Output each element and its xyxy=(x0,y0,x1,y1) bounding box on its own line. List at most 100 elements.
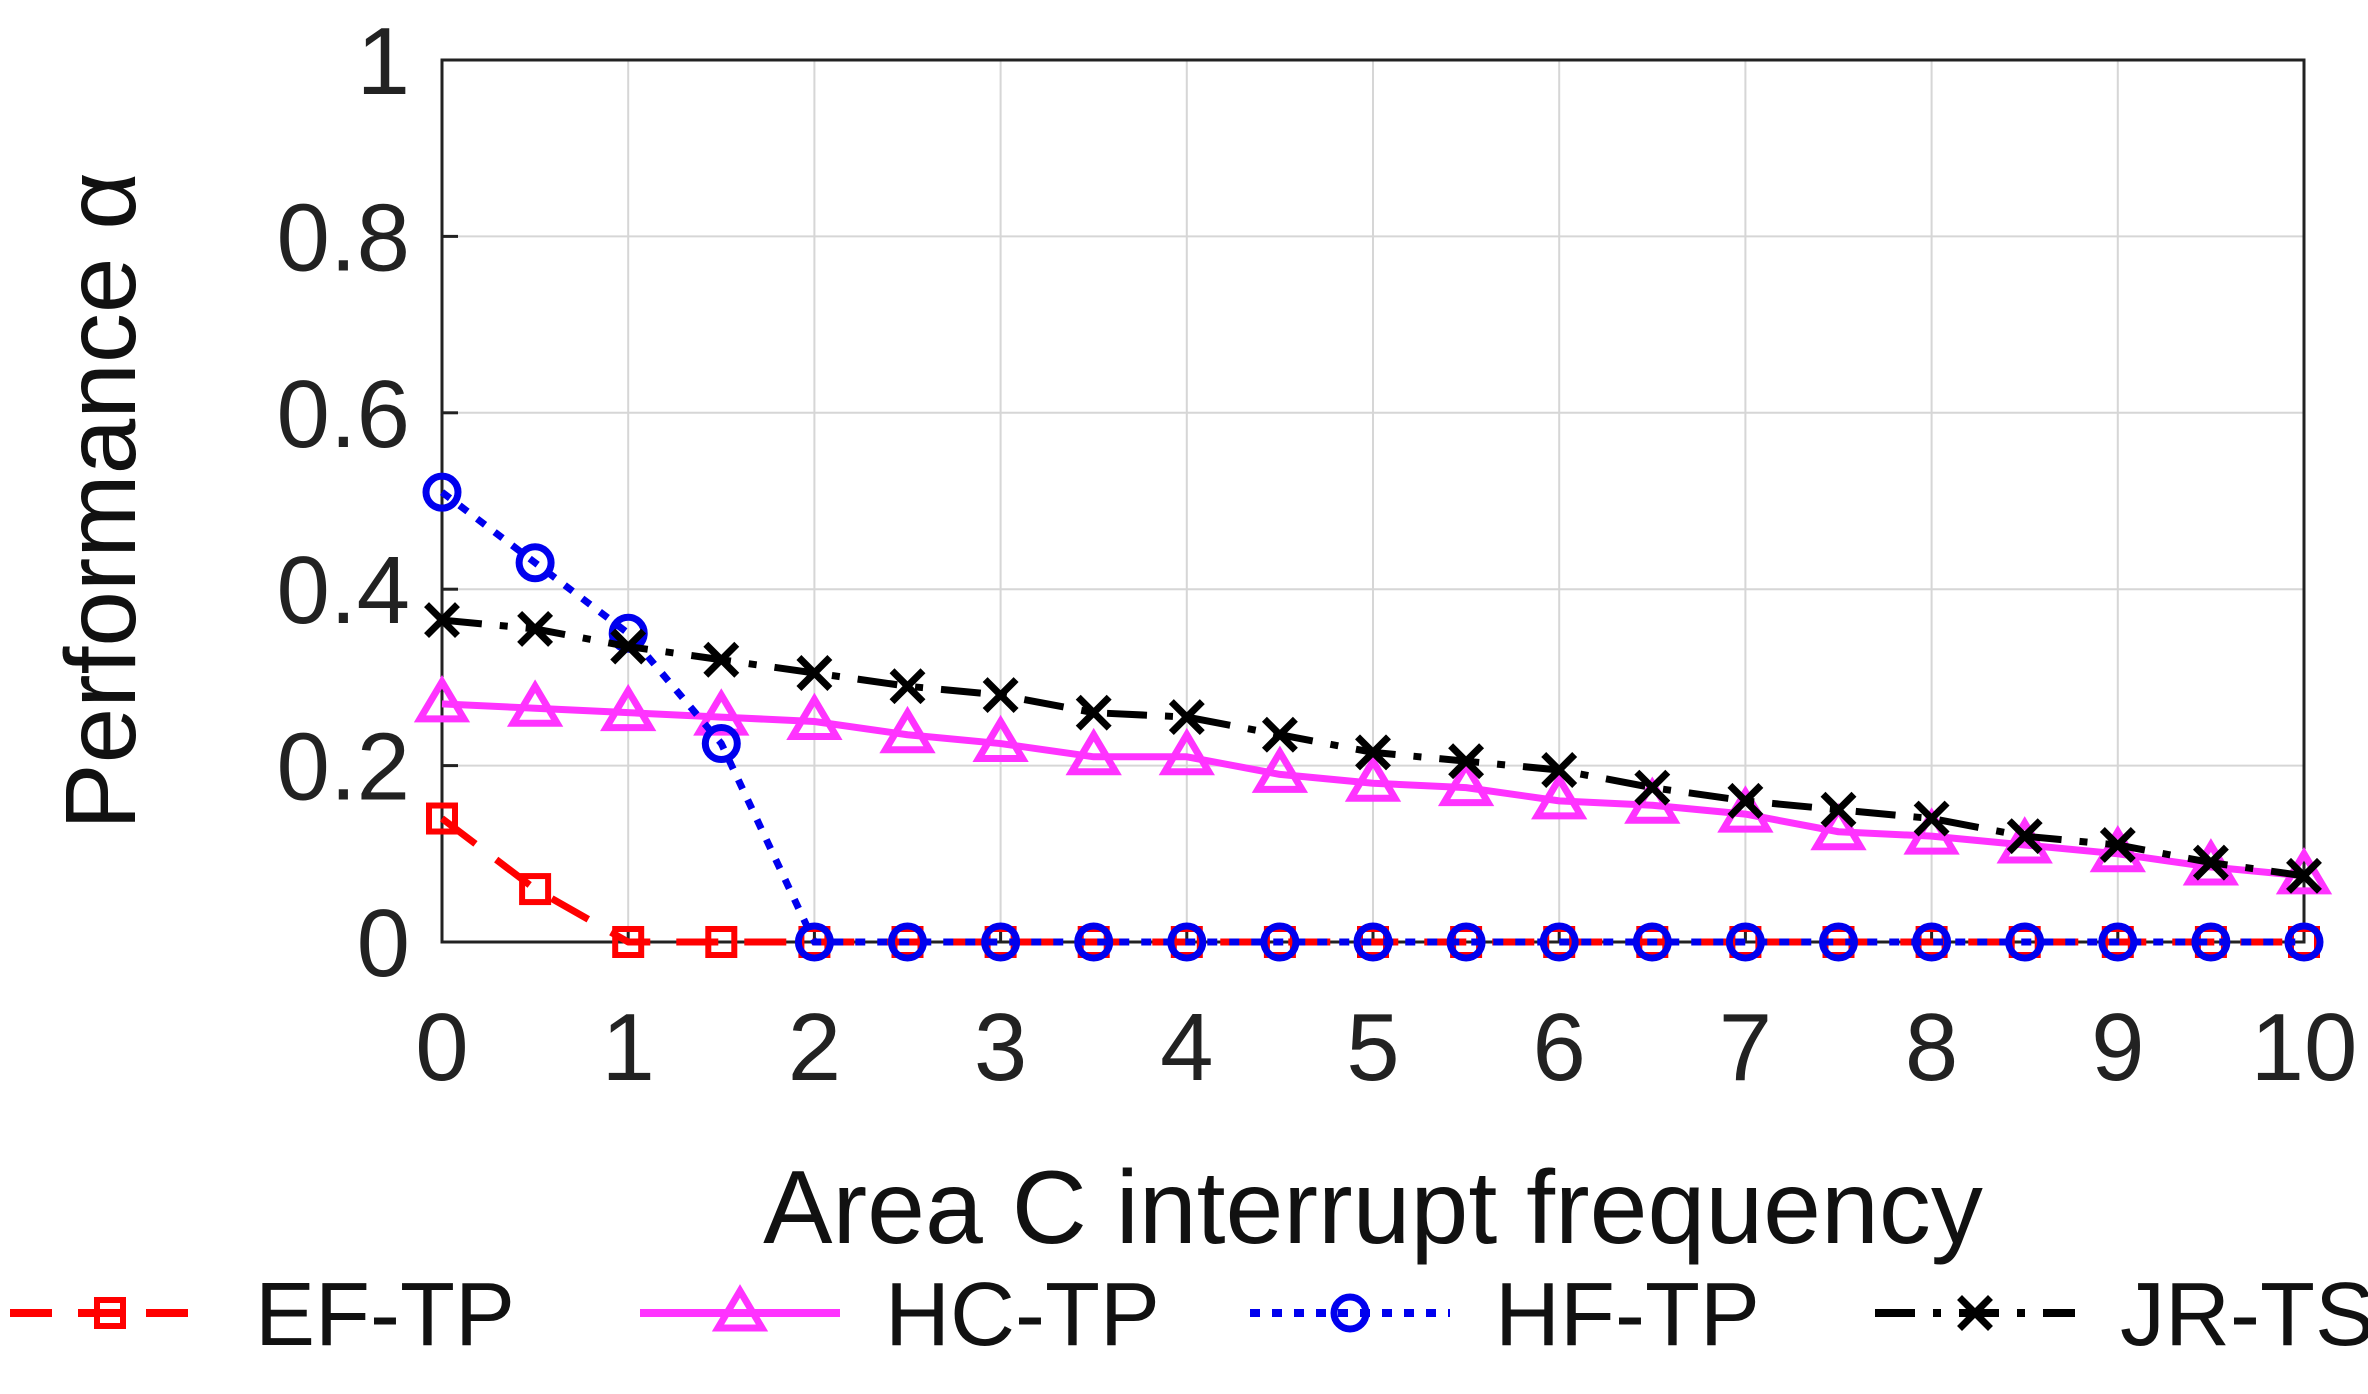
x-tick-label: 1 xyxy=(602,994,655,1101)
data-point-ef-tp xyxy=(426,802,458,835)
data-point-hf-tp xyxy=(1074,922,1114,962)
data-point-hc-tp xyxy=(1810,802,1867,851)
data-point-jr-ts xyxy=(2286,857,2322,894)
data-point-jr-ts xyxy=(424,602,460,639)
x-tick-label: 7 xyxy=(1719,994,1772,1101)
x-tick-label: 9 xyxy=(2091,994,2144,1101)
data-point-jr-ts xyxy=(1261,716,1298,753)
data-point-hf-tp xyxy=(2191,922,2231,962)
legend-item-ef-tp: EF-TP xyxy=(10,1265,515,1365)
data-point-jr-ts xyxy=(1075,694,1112,731)
data-point-hf-tp xyxy=(1167,922,1207,962)
data-point-hc-tp xyxy=(1065,727,1122,776)
series-hf-tp xyxy=(422,472,2324,962)
data-point-hf-tp xyxy=(1725,922,1765,962)
data-point-hf-tp xyxy=(794,922,834,962)
data-point-hf-tp xyxy=(981,922,1021,962)
data-point-hc-tp xyxy=(506,679,564,727)
y-tick-label: 0 xyxy=(357,890,410,997)
grid-lines xyxy=(440,58,2306,944)
series-line-hc-tp xyxy=(441,700,2305,880)
data-point-hc-tp xyxy=(1437,758,1495,807)
data-point-hf-tp xyxy=(2098,922,2138,962)
data-point-jr-ts xyxy=(1634,769,1671,806)
data-point-hc-tp xyxy=(1251,745,1309,793)
legend-item-hc-tp: HC-TP xyxy=(640,1265,1160,1365)
data-point-hc-tp xyxy=(1531,772,1588,820)
y-tick-label: 0.4 xyxy=(277,537,410,644)
legend-label-hc-tp: HC-TP xyxy=(885,1265,1160,1365)
legend-marker-hf-tp xyxy=(1330,1293,1370,1333)
legend-marker-ef-tp xyxy=(94,1297,126,1329)
data-point-jr-ts xyxy=(1820,791,1857,828)
data-point-hc-tp xyxy=(413,675,471,723)
legend-label-ef-tp: EF-TP xyxy=(255,1265,515,1365)
data-point-jr-ts xyxy=(889,668,926,705)
series-line-ef-tp xyxy=(439,815,2304,946)
data-point-hc-tp xyxy=(693,688,750,736)
data-point-hf-tp xyxy=(701,724,741,764)
x-tick-labels: 0 1 2 3 4 5 6 7 8 9 10 xyxy=(415,994,2357,1101)
y-tick-label: 0.2 xyxy=(277,714,410,821)
data-point-jr-ts xyxy=(1448,743,1485,780)
y-tick-label: 1 xyxy=(357,8,410,115)
data-point-hc-tp xyxy=(786,692,843,740)
data-point-jr-ts xyxy=(1727,782,1764,819)
y-tick-label: 0.8 xyxy=(277,184,410,291)
legend-marker-hc-tp xyxy=(711,1284,769,1332)
data-point-hf-tp xyxy=(1912,922,1952,962)
legend-item-jr-ts: JR-TS xyxy=(1875,1265,2368,1365)
y-tick-label: 0.6 xyxy=(277,361,410,468)
series-jr-ts xyxy=(424,602,2322,894)
x-tick-label: 5 xyxy=(1346,994,1399,1101)
x-tick-label: 2 xyxy=(788,994,841,1101)
data-point-jr-ts xyxy=(2099,827,2136,863)
data-point-hf-tp xyxy=(2284,922,2324,962)
data-point-hc-tp xyxy=(879,705,936,754)
x-tick-label: 10 xyxy=(2251,994,2358,1101)
x-tick-label: 3 xyxy=(974,994,1027,1101)
x-tick-label: 6 xyxy=(1533,994,1586,1101)
y-axis-label: Performance α xyxy=(45,172,157,830)
data-point-hc-tp xyxy=(600,683,657,732)
data-point-ef-tp xyxy=(705,926,738,958)
data-point-jr-ts xyxy=(2006,818,2043,855)
data-point-jr-ts xyxy=(796,655,833,691)
data-point-ef-tp xyxy=(519,873,552,906)
legend-label-jr-ts: JR-TS xyxy=(2120,1265,2368,1365)
data-point-jr-ts xyxy=(1913,800,1950,837)
legend-item-hf-tp: HF-TP xyxy=(1250,1265,1760,1365)
x-tick-label: 8 xyxy=(1905,994,1958,1101)
data-point-hc-tp xyxy=(1158,727,1215,776)
data-point-jr-ts xyxy=(703,641,740,678)
x-axis-label: Area C interrupt frequency xyxy=(763,1150,1983,1266)
data-point-hf-tp xyxy=(1446,922,1486,962)
data-point-hf-tp xyxy=(1260,922,1300,962)
legend-marker-jr-ts xyxy=(1957,1295,1993,1331)
x-tick-label: 4 xyxy=(1160,994,1213,1101)
data-point-jr-ts xyxy=(517,610,554,647)
data-point-hc-tp xyxy=(1996,816,2053,864)
series-layer xyxy=(413,472,2333,962)
data-point-jr-ts xyxy=(1168,699,1205,736)
data-point-hf-tp xyxy=(515,543,555,583)
legend: EF-TP HC-TP HF-TP JR-TS xyxy=(10,1265,2368,1365)
data-point-jr-ts xyxy=(982,677,1019,713)
data-point-jr-ts xyxy=(2192,844,2229,881)
y-tick-labels: 0 0.2 0.4 0.6 0.8 1 xyxy=(277,8,410,997)
x-tick-label: 0 xyxy=(415,994,468,1101)
data-point-hf-tp xyxy=(888,922,927,962)
data-point-hf-tp xyxy=(1819,922,1858,962)
data-point-hf-tp xyxy=(1632,922,1672,962)
data-point-hf-tp xyxy=(1353,922,1393,962)
data-point-jr-ts xyxy=(610,628,647,665)
data-point-jr-ts xyxy=(1541,752,1578,788)
data-point-hf-tp xyxy=(2005,922,2045,962)
data-point-ef-tp xyxy=(612,926,645,958)
data-point-hc-tp xyxy=(972,714,1029,763)
data-point-hf-tp xyxy=(1539,922,1579,962)
data-point-jr-ts xyxy=(1355,734,1391,771)
data-point-hf-tp xyxy=(422,472,462,512)
legend-label-hf-tp: HF-TP xyxy=(1495,1265,1760,1365)
